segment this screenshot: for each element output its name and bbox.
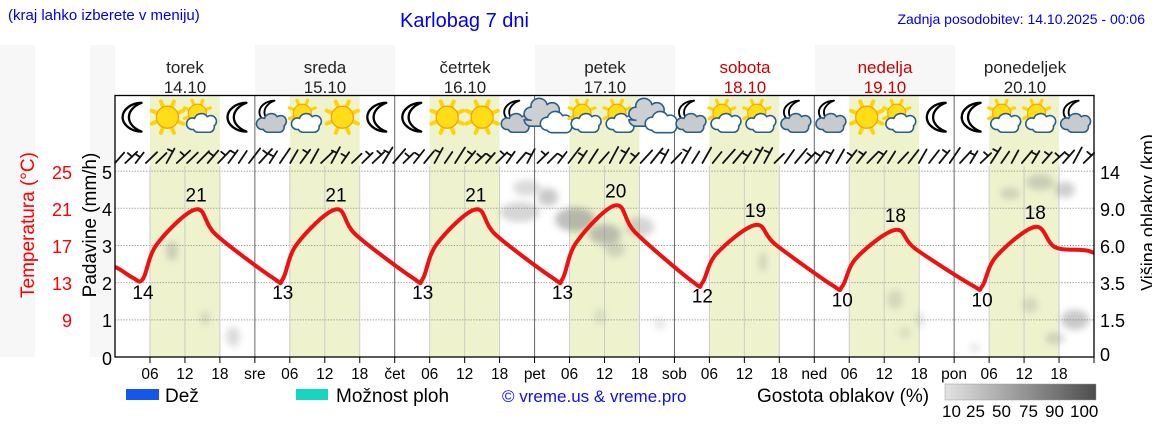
svg-text:06: 06 [141,366,158,383]
svg-text:06: 06 [421,366,438,383]
svg-text:12: 12 [316,366,333,383]
svg-text:13: 13 [552,283,573,304]
svg-text:18: 18 [211,366,228,383]
svg-text:12: 12 [176,366,193,383]
svg-text:21: 21 [465,185,486,206]
svg-text:sre: sre [244,366,266,383]
svg-text:18: 18 [1025,203,1046,224]
svg-text:18: 18 [351,366,368,383]
svg-text:14: 14 [132,283,154,304]
svg-text:čet: čet [384,366,405,383]
svg-text:06: 06 [561,366,578,383]
svg-text:06: 06 [281,366,298,383]
svg-text:20: 20 [605,181,626,202]
svg-text:12: 12 [876,366,893,383]
svg-text:pet: pet [524,366,546,383]
svg-text:18: 18 [771,366,788,383]
svg-text:pon: pon [941,366,967,383]
svg-text:12: 12 [1015,366,1032,383]
svg-text:18: 18 [911,366,928,383]
svg-text:12: 12 [596,366,613,383]
svg-text:12: 12 [692,287,713,308]
svg-text:ned: ned [801,366,827,383]
svg-text:06: 06 [980,366,997,383]
svg-text:06: 06 [701,366,718,383]
svg-text:18: 18 [491,366,508,383]
svg-text:10: 10 [832,290,853,311]
svg-text:18: 18 [631,366,648,383]
svg-text:12: 12 [736,366,753,383]
svg-text:10: 10 [972,290,993,311]
svg-text:19: 19 [745,201,766,222]
svg-text:12: 12 [456,366,473,383]
svg-text:sob: sob [662,366,687,383]
svg-text:18: 18 [885,206,906,227]
svg-text:21: 21 [325,185,346,206]
svg-text:13: 13 [272,283,293,304]
svg-text:21: 21 [186,185,207,206]
svg-text:06: 06 [841,366,858,383]
svg-text:18: 18 [1050,366,1067,383]
svg-text:13: 13 [412,283,433,304]
